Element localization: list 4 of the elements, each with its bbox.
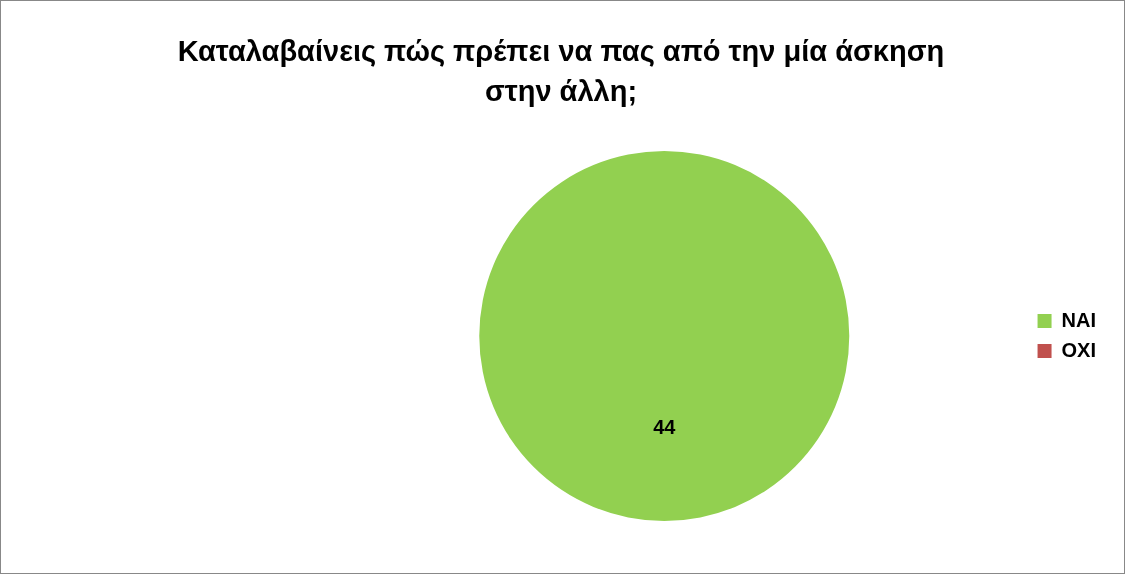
legend-label: ΟΧΙ (1061, 338, 1096, 361)
chart-title: Καταλαβαίνεις πώς πρέπει να πας από την μία άσκηση στην άλλη; (176, 34, 946, 109)
data-label: 44 (653, 416, 677, 439)
legend-label: ΝΑΙ (1061, 308, 1096, 331)
